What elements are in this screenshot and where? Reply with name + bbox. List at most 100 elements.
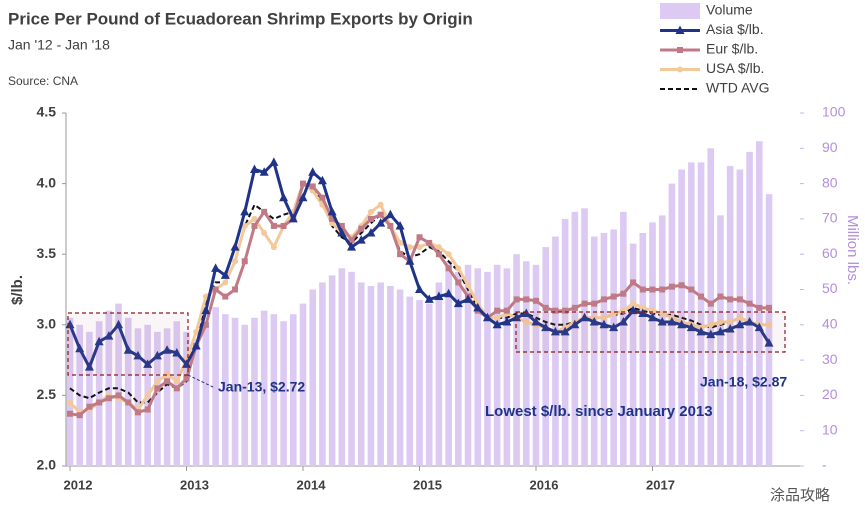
marker xyxy=(494,307,501,314)
marker xyxy=(745,316,755,326)
bar xyxy=(124,317,132,466)
y2-tick-label: 70 xyxy=(822,210,838,226)
marker xyxy=(552,307,559,314)
bar xyxy=(387,285,394,466)
marker xyxy=(599,319,609,329)
marker xyxy=(415,284,424,293)
marker xyxy=(288,213,298,223)
bar xyxy=(309,289,317,466)
marker xyxy=(426,239,433,246)
marker xyxy=(502,316,512,326)
marker xyxy=(503,307,510,314)
bar xyxy=(338,268,346,466)
marker xyxy=(241,222,248,229)
bar xyxy=(251,317,258,466)
legend-label: Volume xyxy=(706,2,753,18)
bar xyxy=(581,208,588,466)
marker xyxy=(668,283,675,290)
marker xyxy=(152,350,162,360)
bar xyxy=(154,331,161,466)
marker xyxy=(337,228,347,237)
y-tick-label: 4.0 xyxy=(37,174,57,190)
marker xyxy=(173,385,180,392)
marker xyxy=(259,167,269,176)
marker xyxy=(610,293,617,300)
marker xyxy=(591,300,598,307)
marker xyxy=(513,296,520,303)
marker xyxy=(416,244,423,251)
marker xyxy=(571,304,578,311)
marker xyxy=(162,345,172,354)
marker xyxy=(261,208,268,215)
marker xyxy=(531,316,541,326)
bar xyxy=(697,162,705,467)
marker xyxy=(143,359,153,368)
annotation: Jan-18, $2.87 xyxy=(700,374,787,390)
bar xyxy=(503,268,511,466)
bar xyxy=(474,268,482,466)
x-tick-label: 2012 xyxy=(64,477,93,492)
marker xyxy=(67,410,73,417)
y2-tick-label: 20 xyxy=(822,386,838,402)
marker xyxy=(445,251,452,258)
marker xyxy=(251,222,258,229)
bar xyxy=(542,247,550,466)
marker xyxy=(105,395,112,402)
marker xyxy=(172,348,182,357)
highlight-box xyxy=(515,311,786,353)
bar xyxy=(717,215,724,466)
marker xyxy=(144,406,151,413)
legend-label: WTD AVG xyxy=(706,80,770,96)
bar xyxy=(183,331,190,466)
marker xyxy=(667,316,677,326)
bar xyxy=(561,218,569,466)
marker xyxy=(366,228,376,237)
marker xyxy=(164,378,171,385)
marker xyxy=(659,286,666,293)
marker xyxy=(766,304,772,311)
marker xyxy=(261,230,268,237)
y2-tick-label: 30 xyxy=(822,351,838,367)
marker xyxy=(154,385,161,392)
marker xyxy=(698,293,705,300)
watermark: 涂品攻略 xyxy=(770,487,830,504)
marker xyxy=(648,312,657,322)
bar xyxy=(425,303,433,466)
marker xyxy=(416,234,423,241)
marker xyxy=(298,192,308,202)
bar xyxy=(406,296,414,466)
marker xyxy=(173,378,180,385)
y2-tick-label: - xyxy=(822,457,827,473)
marker xyxy=(317,175,327,185)
bar xyxy=(348,271,355,466)
marker xyxy=(211,263,221,272)
marker xyxy=(444,288,454,298)
bar xyxy=(649,222,656,466)
marker xyxy=(114,319,124,329)
marker xyxy=(445,265,452,272)
marker xyxy=(435,244,442,251)
marker xyxy=(164,371,171,378)
plot-area: 2.0 2.5 3.0 3.5 4.0 4.5 - 10 20 30 40 50 60 70 80 90 100… xyxy=(37,104,846,493)
bar xyxy=(464,264,472,466)
x-tick-label: 2016 xyxy=(530,477,559,492)
legend: Volume Asia $/lb. Eur $/lb. USA $/lb. WTD AV… xyxy=(660,2,770,96)
marker xyxy=(657,316,667,326)
marker xyxy=(435,251,442,258)
legend-label: Eur $/lb. xyxy=(706,41,758,57)
marker xyxy=(240,206,250,216)
bar xyxy=(241,324,249,466)
marker xyxy=(134,409,141,416)
marker xyxy=(249,164,259,173)
bar xyxy=(678,169,685,467)
marker xyxy=(241,258,248,265)
marker xyxy=(725,324,735,333)
chart-subtitle: Jan '12 - Jan '18 xyxy=(8,37,110,53)
marker xyxy=(482,312,492,322)
legend-swatch xyxy=(660,3,700,19)
marker xyxy=(104,331,114,340)
marker xyxy=(541,322,551,332)
bar xyxy=(493,264,501,466)
bar xyxy=(367,285,375,466)
